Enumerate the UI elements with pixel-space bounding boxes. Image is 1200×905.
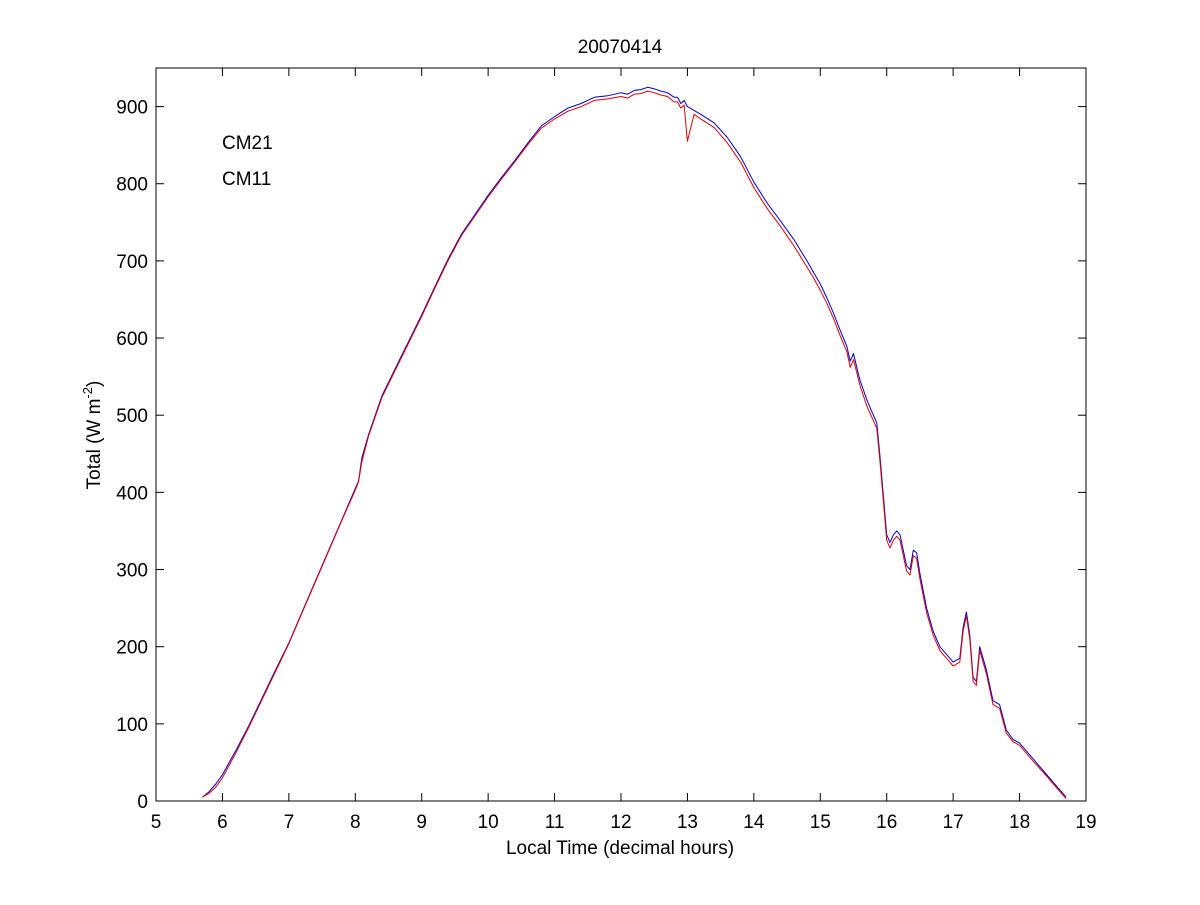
legend-entry-cm11: CM11 — [222, 169, 271, 190]
series-line-cm21 — [202, 86, 1067, 798]
series-layer — [202, 86, 1067, 800]
y-tick-label: 700 — [116, 252, 148, 273]
y-tick-label: 0 — [137, 792, 148, 813]
x-tick-label: 7 — [284, 812, 295, 833]
y-tick-label: 200 — [116, 638, 148, 659]
y-tick-label: 400 — [116, 483, 148, 504]
x-axis-label: Local Time (decimal hours) — [506, 838, 734, 859]
y-axis-ticks: 0 100 200 300 400 500 600 700 800 900 — [116, 98, 1086, 813]
x-tick-label: 11 — [545, 812, 565, 833]
x-tick-label: 17 — [943, 812, 964, 833]
x-tick-label: 19 — [1075, 812, 1096, 833]
legend-entry-cm21: CM21 — [222, 133, 273, 154]
x-tick-label: 16 — [876, 812, 897, 833]
y-tick-label: 100 — [116, 715, 148, 736]
x-tick-label: 6 — [217, 812, 228, 833]
y-axis-label-close: ) — [84, 381, 105, 387]
x-tick-label: 14 — [743, 812, 765, 833]
chart-title: 20070414 — [578, 37, 663, 58]
y-axis-label-main: Total (W m — [84, 399, 105, 490]
x-tick-label: 5 — [151, 812, 162, 833]
y-tick-label: 600 — [116, 329, 148, 350]
y-tick-label: 800 — [116, 175, 148, 196]
x-tick-label: 12 — [610, 812, 631, 833]
x-tick-label: 10 — [478, 812, 499, 833]
series-line-cm11 — [202, 90, 1067, 800]
y-axis-label: Total (W m-2) — [80, 381, 105, 490]
x-tick-label: 8 — [350, 812, 361, 833]
y-tick-label: 500 — [116, 406, 148, 427]
y-tick-label: 300 — [116, 561, 148, 582]
y-tick-label: 900 — [116, 98, 148, 119]
y-axis-label-superscript: -2 — [80, 387, 95, 399]
x-tick-label: 9 — [416, 812, 427, 833]
x-tick-label: 18 — [1009, 812, 1030, 833]
x-tick-label: 13 — [677, 812, 698, 833]
x-axis-ticks: 5 6 7 8 9 10 11 12 13 14 15 16 17 18 19 — [151, 68, 1097, 833]
x-tick-label: 15 — [810, 812, 831, 833]
